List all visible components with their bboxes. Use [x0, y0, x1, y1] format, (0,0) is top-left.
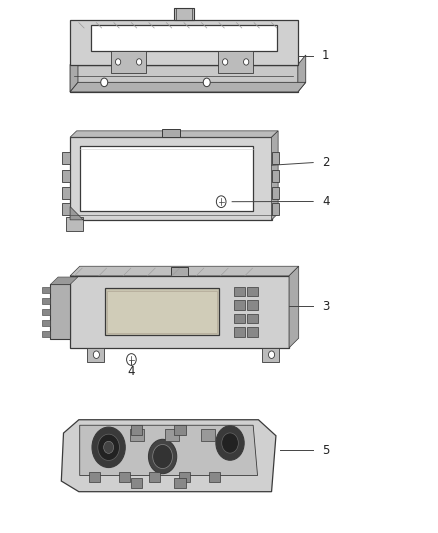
Text: 3: 3	[322, 300, 329, 313]
Bar	[131, 425, 142, 434]
Bar	[107, 291, 217, 333]
Circle shape	[148, 439, 177, 474]
Bar	[234, 314, 245, 324]
Circle shape	[116, 59, 121, 65]
Bar	[162, 128, 180, 137]
Text: 1: 1	[322, 50, 329, 62]
Bar	[130, 429, 144, 441]
Bar	[87, 348, 104, 361]
Bar	[80, 147, 253, 211]
Bar	[50, 285, 70, 339]
Bar	[105, 288, 219, 335]
Circle shape	[98, 434, 120, 461]
Bar	[234, 287, 245, 296]
Bar	[70, 64, 298, 92]
Text: 2: 2	[322, 156, 329, 169]
Polygon shape	[50, 277, 78, 285]
Bar	[165, 429, 179, 441]
Circle shape	[127, 354, 136, 366]
Bar	[62, 187, 70, 199]
Bar	[262, 348, 279, 361]
Bar	[42, 320, 50, 326]
Bar	[201, 429, 215, 441]
Bar	[149, 472, 160, 482]
Bar	[247, 287, 258, 296]
Bar	[62, 171, 70, 182]
Polygon shape	[289, 266, 299, 348]
Circle shape	[268, 351, 275, 358]
Bar	[272, 152, 279, 164]
Polygon shape	[272, 131, 278, 220]
Polygon shape	[70, 131, 278, 137]
Bar	[179, 472, 190, 482]
Circle shape	[223, 59, 228, 65]
Circle shape	[153, 445, 173, 469]
Bar	[70, 276, 289, 348]
Text: 5: 5	[322, 444, 329, 457]
Bar	[42, 330, 50, 337]
Bar	[42, 287, 50, 293]
Polygon shape	[70, 207, 83, 220]
Bar	[131, 479, 142, 488]
Circle shape	[137, 59, 142, 65]
Polygon shape	[61, 420, 276, 491]
Polygon shape	[70, 55, 78, 92]
Bar	[70, 137, 272, 220]
Bar	[171, 267, 188, 276]
Bar	[272, 171, 279, 182]
Bar	[119, 472, 130, 482]
Polygon shape	[70, 266, 299, 276]
Bar	[218, 51, 253, 72]
Text: 4: 4	[127, 365, 135, 378]
Text: 4: 4	[322, 195, 329, 208]
Bar	[62, 152, 70, 164]
Bar	[174, 425, 186, 434]
Bar	[62, 204, 70, 215]
Bar	[66, 217, 83, 230]
Bar	[272, 204, 279, 215]
Bar	[209, 472, 220, 482]
Bar	[272, 187, 279, 199]
Bar	[247, 300, 258, 310]
Bar	[174, 8, 194, 20]
Circle shape	[216, 196, 226, 207]
Bar	[234, 300, 245, 310]
Circle shape	[104, 441, 113, 454]
Bar	[111, 51, 146, 72]
Bar	[247, 314, 258, 324]
Bar	[91, 26, 277, 51]
Bar	[42, 297, 50, 304]
Circle shape	[244, 59, 249, 65]
Circle shape	[101, 78, 108, 87]
Circle shape	[216, 426, 244, 460]
Bar	[89, 472, 100, 482]
Bar	[247, 327, 258, 337]
Bar	[174, 479, 186, 488]
Circle shape	[222, 433, 238, 453]
Polygon shape	[80, 425, 258, 475]
Polygon shape	[298, 55, 306, 92]
Circle shape	[92, 427, 125, 467]
Circle shape	[203, 78, 210, 87]
Circle shape	[93, 351, 99, 358]
Bar	[42, 309, 50, 315]
Bar	[234, 327, 245, 337]
Polygon shape	[70, 82, 306, 92]
Bar	[70, 20, 298, 64]
